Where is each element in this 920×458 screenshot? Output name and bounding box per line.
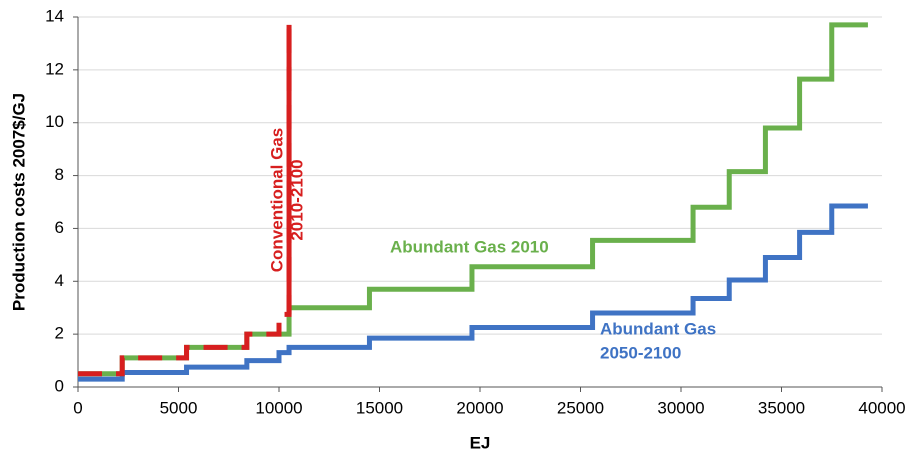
y-tick-label: 10 xyxy=(45,112,64,131)
x-tick-label: 35000 xyxy=(758,398,805,417)
x-axis-title: EJ xyxy=(470,433,491,452)
annotation: Abundant Gas xyxy=(600,319,716,338)
series-line xyxy=(78,24,292,377)
series-line xyxy=(78,203,868,382)
x-tick-label: 10000 xyxy=(255,398,302,417)
y-tick-label: 8 xyxy=(55,165,64,184)
x-tick-label: 15000 xyxy=(356,398,403,417)
y-tick-label: 14 xyxy=(45,6,64,25)
annotation: Conventional Gas xyxy=(267,128,286,273)
annotation: Abundant Gas 2010 xyxy=(390,237,549,256)
annotation: 2010-2100 xyxy=(287,159,306,240)
y-tick-label: 4 xyxy=(55,271,64,290)
x-tick-label: 20000 xyxy=(456,398,503,417)
x-tick-label: 0 xyxy=(73,398,82,417)
x-tick-label: 5000 xyxy=(160,398,198,417)
y-axis-title: Production costs 2007$/GJ xyxy=(9,93,28,311)
y-tick-label: 0 xyxy=(55,376,64,395)
x-tick-label: 25000 xyxy=(557,398,604,417)
annotation: 2050-2100 xyxy=(600,343,681,362)
y-tick-label: 12 xyxy=(45,59,64,78)
y-tick-label: 6 xyxy=(55,218,64,237)
y-tick-label: 2 xyxy=(55,324,64,343)
x-tick-label: 40000 xyxy=(858,398,905,417)
x-tick-label: 30000 xyxy=(657,398,704,417)
series-line xyxy=(78,22,868,377)
